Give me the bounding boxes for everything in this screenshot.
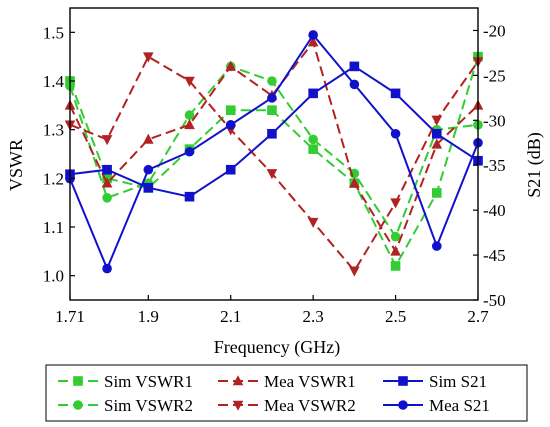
series-mea-vswr1 — [64, 36, 484, 256]
data-point — [390, 198, 401, 209]
data-point — [390, 261, 401, 271]
data-point — [102, 193, 112, 203]
y-axis-left-title: VSWR — [6, 139, 26, 191]
data-point — [431, 128, 442, 139]
y-left-tick-label: 1.3 — [43, 121, 64, 140]
data-point — [184, 76, 195, 87]
data-point — [184, 110, 195, 120]
data-point — [308, 88, 318, 99]
data-point — [184, 119, 195, 130]
data-point — [102, 164, 112, 175]
y-left-tick-label: 1.5 — [43, 23, 64, 42]
series-line — [69, 55, 479, 273]
data-point — [390, 128, 401, 139]
y-axis-right-title: S21 (dB) — [524, 132, 545, 198]
data-point — [101, 177, 113, 188]
data-point — [101, 135, 113, 146]
y-right-tick-label: -50 — [483, 291, 506, 310]
data-point — [267, 76, 277, 86]
y-left-tick-label: 1.2 — [43, 169, 64, 188]
legend-label: Mea VSWR1 — [264, 372, 356, 391]
data-point — [143, 133, 154, 144]
data-point — [349, 177, 360, 188]
data-point — [225, 60, 237, 71]
data-point — [225, 105, 236, 115]
y-right-tick-label: -25 — [483, 66, 506, 85]
x-tick-label: 1.9 — [138, 307, 159, 326]
data-point — [267, 105, 277, 115]
y-left-tick-label: 1.1 — [43, 218, 64, 237]
legend-label: Sim S21 — [429, 372, 487, 391]
data-point — [431, 115, 443, 126]
legend-label: Sim VSWR2 — [104, 396, 193, 415]
series-sim-vswr2 — [65, 61, 483, 242]
data-point — [102, 263, 112, 274]
legend-label: Mea VSWR2 — [264, 396, 356, 415]
data-point — [308, 134, 318, 145]
series-line — [69, 33, 479, 272]
plot-frame — [69, 7, 479, 301]
legend-marker — [398, 400, 408, 410]
legend-label: Mea S21 — [429, 396, 490, 415]
y-right-tick-label: -20 — [483, 21, 506, 40]
y-right-tick-label: -30 — [483, 111, 506, 130]
legend-label: Sim VSWR1 — [104, 372, 193, 391]
x-tick-label: 2.1 — [220, 307, 241, 326]
data-point — [267, 93, 277, 103]
data-point — [307, 217, 319, 228]
data-point — [267, 128, 277, 139]
legend-box — [45, 364, 528, 422]
y-right-tick-label: -45 — [483, 246, 506, 265]
legend-marker — [232, 375, 244, 386]
data-point — [349, 61, 360, 72]
data-point — [308, 30, 318, 40]
data-point — [143, 52, 154, 63]
legend-marker — [398, 376, 408, 386]
data-point — [349, 79, 360, 90]
data-point — [143, 164, 154, 175]
legend-marker — [73, 400, 83, 410]
y-left-tick-label: 1.0 — [43, 267, 64, 286]
data-point — [184, 146, 195, 157]
data-point — [308, 144, 318, 154]
legend-marker — [232, 400, 244, 411]
data-point — [390, 245, 401, 256]
x-tick-label: 1.71 — [55, 307, 85, 326]
y-right-tick-label: -35 — [483, 156, 506, 175]
x-tick-label: 2.3 — [303, 307, 324, 326]
data-point — [349, 266, 360, 277]
data-point — [266, 169, 278, 180]
x-tick-label: 2.7 — [467, 307, 489, 326]
data-point — [431, 138, 443, 149]
series-mea-vswr2 — [64, 52, 484, 277]
data-point — [184, 191, 195, 202]
y-left-tick-label: 1.4 — [43, 72, 65, 91]
data-point — [225, 164, 236, 175]
data-point — [307, 36, 319, 47]
x-tick-label: 2.5 — [385, 307, 406, 326]
data-point — [225, 120, 236, 130]
data-point — [143, 182, 154, 193]
axes-layer: 1.71 1.9 2.1 2.3 2.5 2.7 1.0 1.1 1.2 1.3 1.4 1.5 -50… — [43, 7, 506, 326]
series-layer — [64, 30, 484, 277]
legend-marker — [73, 376, 83, 386]
data-point — [431, 241, 442, 251]
legend: Sim VSWR1 Sim VSWR2 Mea VSWR1 Mea VSWR2 Sim … — [45, 364, 528, 422]
y-right-tick-label: -40 — [483, 201, 506, 220]
data-point — [390, 231, 401, 242]
series-mea-s21 — [65, 30, 483, 274]
data-point — [390, 88, 401, 99]
series-line — [69, 39, 479, 254]
data-point — [431, 188, 442, 198]
x-axis-title: Frequency (GHz) — [214, 337, 340, 358]
